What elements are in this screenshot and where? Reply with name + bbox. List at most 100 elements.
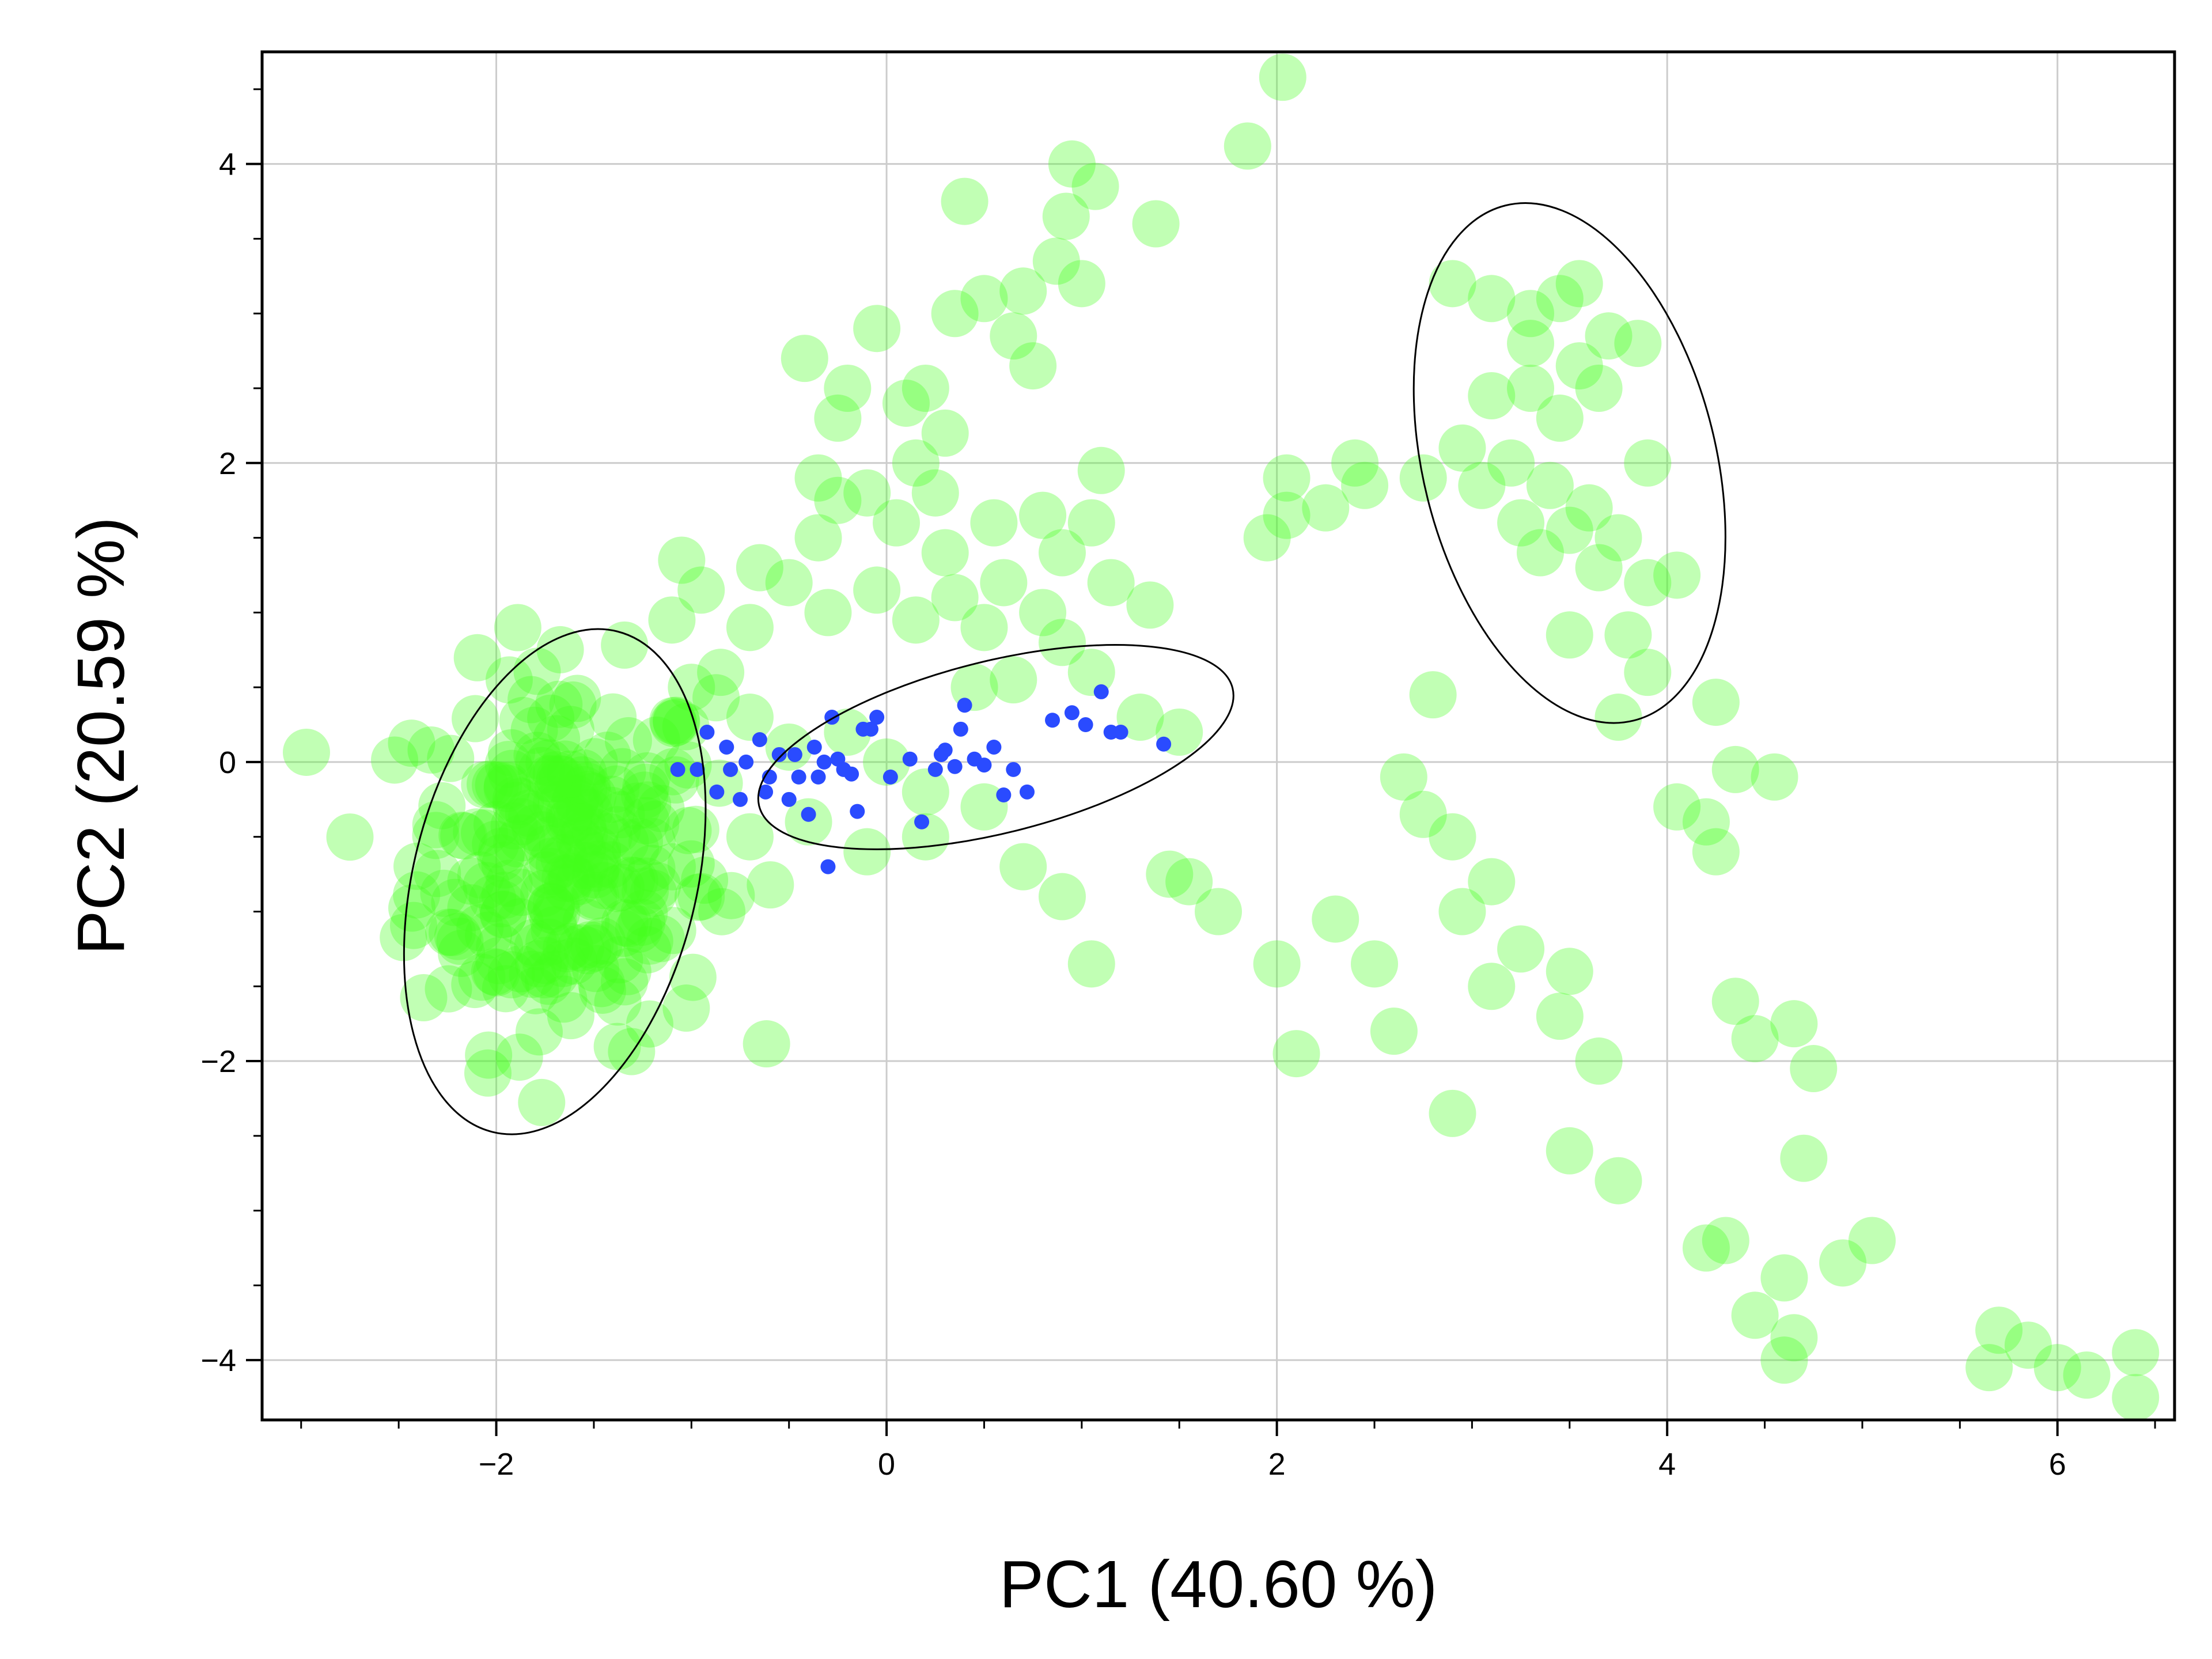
green-data-point xyxy=(539,756,586,804)
green-data-point xyxy=(388,884,436,932)
blue-data-point xyxy=(863,721,878,737)
blue-data-point xyxy=(882,769,898,785)
confidence-ellipse xyxy=(1412,202,1726,724)
green-data-point xyxy=(604,717,652,764)
green-data-point xyxy=(447,857,495,905)
green-data-point xyxy=(623,752,671,800)
green-data-point xyxy=(570,873,618,921)
green-data-point xyxy=(853,305,901,353)
green-data-point xyxy=(980,559,1028,607)
blue-data-point xyxy=(1006,762,1021,777)
green-data-point xyxy=(547,853,595,900)
green-data-point xyxy=(1702,1217,1749,1264)
green-data-point xyxy=(520,869,568,917)
blue-data-point xyxy=(986,739,1002,755)
green-data-point xyxy=(528,883,575,931)
green-data-point xyxy=(393,842,441,890)
green-data-point xyxy=(613,782,661,830)
green-data-point xyxy=(626,917,673,965)
green-data-point xyxy=(451,961,499,1009)
green-data-point xyxy=(1009,342,1057,390)
green-data-point xyxy=(1038,873,1086,921)
blue-data-point xyxy=(801,806,816,822)
green-data-point xyxy=(668,664,715,711)
green-data-point xyxy=(615,905,662,953)
green-data-point xyxy=(510,706,558,754)
green-data-point xyxy=(814,394,862,442)
green-data-point xyxy=(571,851,619,899)
green-data-point xyxy=(747,861,794,909)
green-data-point xyxy=(588,841,635,889)
x-tick-label: −2 xyxy=(479,1447,514,1482)
green-data-point xyxy=(557,924,605,972)
green-data-point xyxy=(1429,813,1476,861)
green-data-point xyxy=(611,857,658,904)
green-data-point xyxy=(515,737,563,785)
green-data-point xyxy=(674,873,722,921)
green-data-point xyxy=(873,499,921,547)
green-data-point xyxy=(452,695,499,743)
green-data-point xyxy=(902,768,949,816)
x-tick-label: 0 xyxy=(878,1447,895,1482)
green-data-point xyxy=(548,796,596,844)
green-data-point xyxy=(1711,978,1759,1025)
blue-data-point xyxy=(738,754,754,770)
green-data-point xyxy=(1048,140,1096,188)
green-data-point xyxy=(1546,506,1593,554)
green-data-point xyxy=(1624,439,1672,487)
green-data-point xyxy=(559,802,607,850)
green-data-point xyxy=(471,948,518,996)
green-data-point xyxy=(527,886,574,934)
green-data-point xyxy=(389,902,437,949)
green-data-point xyxy=(524,957,572,1005)
green-data-point xyxy=(1399,790,1447,838)
green-data-point xyxy=(597,863,645,911)
green-data-point xyxy=(726,813,774,861)
green-data-point xyxy=(1468,963,1516,1010)
green-data-point xyxy=(473,801,521,849)
green-data-point xyxy=(2063,1351,2111,1399)
green-data-point xyxy=(1032,237,1080,285)
green-data-point xyxy=(824,365,872,412)
green-data-point xyxy=(624,926,672,974)
blue-data-point xyxy=(699,725,715,740)
green-data-point xyxy=(561,842,609,889)
blue-data-point xyxy=(1045,713,1060,728)
blue-data-point xyxy=(996,787,1012,803)
green-data-point xyxy=(1487,439,1535,487)
green-data-point xyxy=(1087,559,1135,607)
green-data-point xyxy=(541,854,589,902)
green-data-point xyxy=(1731,1291,1779,1339)
green-data-point xyxy=(1516,529,1564,577)
green-data-point xyxy=(692,674,740,722)
green-data-point xyxy=(1848,1217,1896,1264)
green-data-point xyxy=(578,917,626,965)
green-data-point xyxy=(585,813,632,861)
y-tick-label: 2 xyxy=(219,446,236,481)
green-data-point xyxy=(572,844,620,892)
green-data-point xyxy=(529,896,577,944)
green-data-point xyxy=(527,775,575,823)
green-data-point xyxy=(999,267,1047,315)
green-data-point xyxy=(1760,1336,1808,1384)
green-data-point xyxy=(475,761,522,809)
green-data-point xyxy=(1263,491,1310,539)
green-data-point xyxy=(543,863,591,911)
green-data-point xyxy=(794,514,842,562)
green-data-point xyxy=(736,544,783,592)
green-data-point xyxy=(970,499,1018,547)
green-data-point xyxy=(622,797,670,844)
green-data-point xyxy=(529,837,577,885)
green-data-point xyxy=(499,696,547,744)
blue-data-point xyxy=(670,762,685,777)
green-data-point xyxy=(1790,1045,1838,1093)
blue-data-point xyxy=(820,859,836,874)
green-data-point xyxy=(490,802,538,850)
green-data-point xyxy=(1243,514,1291,562)
grid-lines xyxy=(262,52,2175,1420)
green-data-point xyxy=(902,813,949,861)
y-tick-label: −4 xyxy=(200,1343,236,1378)
green-data-point xyxy=(466,760,514,808)
blue-data-point xyxy=(976,757,992,773)
green-data-point xyxy=(473,949,521,997)
